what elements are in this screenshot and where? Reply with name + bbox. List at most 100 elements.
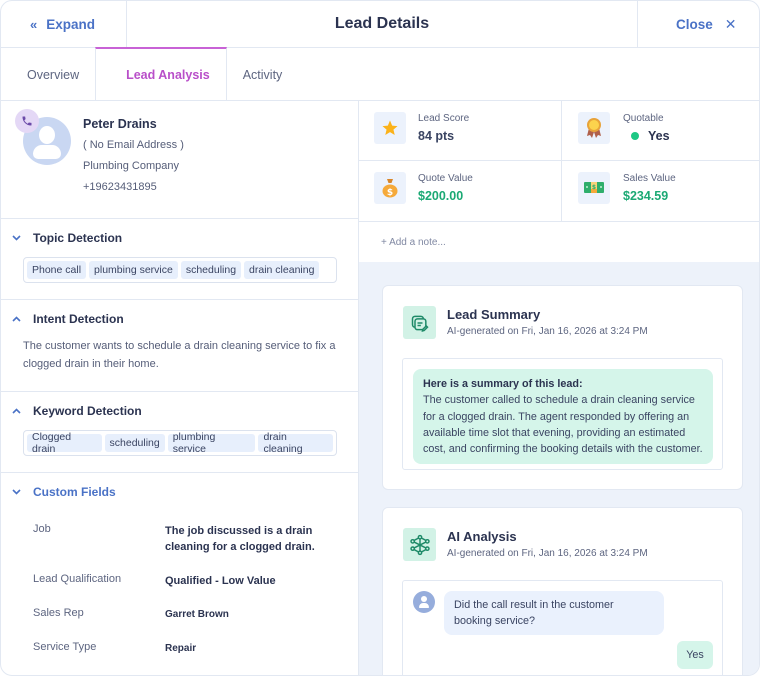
tab-activity[interactable]: Activity — [242, 67, 283, 82]
expand-button[interactable]: « Expand — [1, 1, 127, 47]
quote-value-amount: $200.00 — [418, 189, 464, 203]
custom-field-label: Sales Rep — [33, 607, 84, 619]
topic-chip: plumbing service — [89, 261, 178, 279]
intent-detection-toggle[interactable]: Intent Detection — [1, 300, 358, 338]
stats-grid: Lead Score 84 pts Quotable Yes $ Quote V… — [359, 101, 759, 222]
page-title: Lead Details — [334, 15, 430, 32]
double-chevron-left-icon: « — [30, 16, 37, 32]
quotable-value-wrap: Yes — [623, 129, 670, 143]
keyword-detection-title: Keyword Detection — [33, 404, 142, 418]
keyword-detection-section: Keyword Detection Clogged drain scheduli… — [1, 392, 358, 473]
topic-detection-section: Topic Detection Phone call plumbing serv… — [1, 219, 358, 300]
ai-analysis-timestamp: AI-generated on Fri, Jan 16, 2026 at 3:2… — [447, 548, 648, 559]
lead-score-value: 84 pts — [418, 129, 455, 143]
lead-summary-timestamp: AI-generated on Fri, Jan 16, 2026 at 3:2… — [447, 326, 648, 337]
svg-text:$: $ — [387, 188, 393, 198]
lead-summary-box: Here is a summary of this lead: The cust… — [402, 358, 723, 470]
svg-text:$: $ — [592, 184, 596, 191]
close-label: Close — [676, 16, 713, 32]
custom-field-row: Service Type Repair — [1, 641, 358, 657]
topic-chip: drain cleaning — [244, 261, 320, 279]
expand-label: Expand — [46, 16, 95, 32]
quote-value-label: Quote Value — [418, 173, 473, 184]
custom-field-value: Repair — [165, 643, 197, 654]
quotable-value: Yes — [648, 129, 670, 143]
summary-body: The customer called to schedule a drain … — [423, 394, 703, 456]
custom-field-label: Job — [33, 523, 51, 535]
ai-analysis-title: AI Analysis — [447, 529, 517, 544]
neural-network-icon — [403, 528, 436, 561]
user-avatar-icon — [413, 591, 435, 613]
ai-analysis-card: AI Analysis AI-generated on Fri, Jan 16,… — [382, 507, 743, 675]
status-dot-icon — [631, 132, 639, 140]
quotable-label: Quotable — [623, 113, 664, 124]
contact-card: Peter Drains ( No Email Address ) Plumbi… — [1, 101, 358, 219]
summary-heading: Here is a summary of this lead: — [423, 378, 583, 390]
chevron-down-icon — [11, 235, 21, 241]
keyword-chip: drain cleaning — [258, 431, 333, 455]
contact-phone: +19623431895 — [83, 181, 157, 193]
contact-name: Peter Drains — [83, 117, 157, 131]
keyword-chip: plumbing service — [167, 431, 256, 455]
custom-fields-toggle[interactable]: Custom Fields — [1, 473, 358, 511]
custom-field-row: Sales Rep Garret Brown — [1, 607, 358, 623]
right-panel: Lead Score 84 pts Quotable Yes $ Quote V… — [359, 101, 759, 675]
custom-field-row: Job The job discussed is a drain cleanin… — [1, 523, 358, 555]
tab-overview[interactable]: Overview — [27, 67, 80, 82]
topic-chip: Phone call — [27, 261, 87, 279]
award-ribbon-icon — [578, 112, 610, 144]
phone-call-icon — [15, 109, 39, 133]
topic-chip: scheduling — [180, 261, 242, 279]
lead-summary-title: Lead Summary — [447, 307, 541, 322]
add-note-input[interactable]: + Add a note... — [359, 222, 759, 263]
star-icon — [374, 112, 406, 144]
lead-summary-card: Lead Summary AI-generated on Fri, Jan 16… — [382, 285, 743, 490]
lead-score-label: Lead Score — [418, 113, 470, 124]
answer-bubble: Yes — [677, 641, 713, 669]
tab-bar: Overview Lead Analysis Activity — [1, 47, 759, 101]
summary-edit-icon — [403, 306, 436, 339]
chevron-up-icon — [11, 316, 21, 322]
ai-feed[interactable]: Lead Summary AI-generated on Fri, Jan 16… — [359, 262, 759, 675]
sales-value-stat: $ Sales Value $234.59 — [561, 161, 759, 221]
topic-chip-list: Phone call plumbing service scheduling d… — [23, 257, 337, 283]
custom-fields-section: Custom Fields Job The job discussed is a… — [1, 473, 358, 657]
chevron-down-icon — [11, 489, 21, 495]
intent-text: The customer wants to schedule a drain c… — [23, 340, 336, 370]
close-button[interactable]: Close ✕ — [637, 1, 759, 47]
summary-bubble: Here is a summary of this lead: The cust… — [413, 369, 713, 465]
custom-field-row: Lead Qualification Qualified - Low Value — [1, 573, 358, 589]
quote-value-stat: $ Quote Value $200.00 — [359, 161, 561, 221]
custom-field-value: Qualified - Low Value — [165, 575, 276, 587]
money-bag-icon: $ — [374, 172, 406, 204]
question-bubble: Did the call result in the customer book… — [444, 591, 664, 635]
custom-field-label: Service Type — [33, 641, 97, 653]
chevron-up-icon — [11, 408, 21, 414]
custom-field-value: Garret Brown — [165, 609, 229, 620]
keyword-chip: scheduling — [104, 434, 165, 452]
keyword-chip-list: Clogged drain scheduling plumbing servic… — [23, 430, 337, 456]
quotable-stat: Quotable Yes — [561, 101, 759, 161]
intent-detection-section: Intent Detection The customer wants to s… — [1, 300, 358, 392]
contact-company: Plumbing Company — [83, 160, 179, 172]
tab-lead-analysis[interactable]: Lead Analysis — [95, 47, 227, 100]
topic-detection-title: Topic Detection — [33, 231, 123, 245]
close-icon: ✕ — [724, 15, 737, 32]
topic-detection-toggle[interactable]: Topic Detection — [1, 219, 358, 257]
sales-value-amount: $234.59 — [623, 189, 669, 203]
left-panel: Peter Drains ( No Email Address ) Plumbi… — [1, 101, 359, 675]
custom-field-value: The job discussed is a drain cleaning fo… — [165, 525, 315, 553]
cash-stack-icon: $ — [578, 172, 610, 204]
custom-field-label: Lead Qualification — [33, 573, 122, 585]
contact-email: ( No Email Address ) — [83, 139, 184, 151]
keyword-detection-toggle[interactable]: Keyword Detection — [1, 392, 358, 430]
keyword-chip: Clogged drain — [27, 431, 102, 455]
contact-avatar-icon — [23, 117, 71, 165]
ai-analysis-conversation: Did the call result in the customer book… — [402, 580, 723, 675]
intent-detection-title: Intent Detection — [33, 312, 124, 326]
lead-score-stat: Lead Score 84 pts — [359, 101, 561, 161]
sales-value-label: Sales Value — [623, 173, 676, 184]
custom-fields-title: Custom Fields — [33, 485, 116, 499]
panel-header: « Expand Lead Details Close ✕ — [1, 1, 759, 48]
